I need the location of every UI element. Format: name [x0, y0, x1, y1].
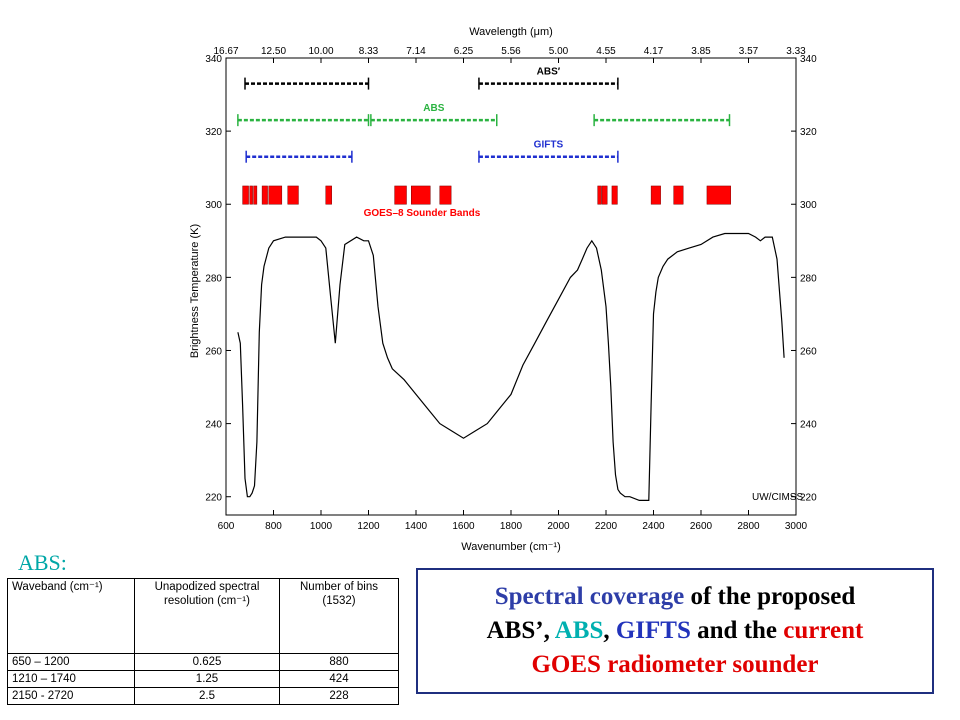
caption-part: and the — [690, 617, 784, 644]
y2-tick-label: 260 — [800, 346, 817, 357]
goes-band — [268, 185, 283, 205]
y-axis-label: Brightness Temperature (K) — [189, 224, 201, 358]
caption-part: of the proposed — [684, 583, 856, 610]
y-tick-label: 260 — [205, 346, 222, 357]
caption-part: ABS’, — [486, 617, 555, 644]
goes-band — [673, 185, 684, 205]
x-tick-label: 1800 — [500, 521, 523, 532]
coverage-label: ABS — [423, 103, 444, 114]
x-tick-label: 2400 — [642, 521, 665, 532]
goes-band — [601, 185, 608, 205]
y2-tick-label: 240 — [800, 420, 817, 431]
x2-tick-label: 4.17 — [644, 46, 664, 57]
x2-tick-label: 7.14 — [406, 46, 426, 57]
y2-tick-label: 300 — [800, 200, 817, 211]
x2-tick-label: 5.56 — [501, 46, 521, 57]
table-row: 1210 – 1740 1.25 424 — [7, 670, 399, 688]
coverage-label: ABS′ — [537, 67, 561, 78]
caption-part: , — [603, 617, 616, 644]
y2-tick-label: 280 — [800, 273, 817, 284]
x-tick-label: 1400 — [405, 521, 428, 532]
goes-band — [242, 185, 249, 205]
coverage-label: GIFTS — [534, 140, 564, 151]
abs-table: Waveband (cm⁻¹) Unapodized spectral reso… — [7, 578, 399, 705]
x2-tick-label: 3.85 — [691, 46, 711, 57]
abs-table-header-row: Waveband (cm⁻¹) Unapodized spectral reso… — [7, 578, 399, 654]
goes-band — [325, 185, 332, 205]
abs-table-cell: 0.625 — [134, 653, 280, 671]
y-tick-label: 300 — [205, 200, 222, 211]
y2-tick-label: 320 — [800, 127, 817, 138]
goes-band — [597, 185, 602, 205]
goes-band — [411, 185, 431, 205]
goes-band — [249, 185, 253, 205]
abs-table-cell: 228 — [279, 687, 399, 705]
x2-tick-label: 4.55 — [596, 46, 616, 57]
chart-marks: 600 800 1000 1200 1400 1600 1800 2000 2200 2400 26… — [205, 46, 817, 532]
abs-table-cell: 424 — [279, 670, 399, 688]
abs-table-cell: 880 — [279, 653, 399, 671]
caption-part: GIFTS — [615, 617, 691, 644]
abs-table-header: Unapodized spectral resolution (cm⁻¹) — [134, 578, 280, 654]
spectral-chart: 600 800 1000 1200 1400 1600 1800 2000 2200 2400 26… — [189, 26, 817, 553]
x2-tick-label: 3.33 — [786, 46, 806, 57]
caption-text: Spectral coverage of the proposed ABS’, … — [487, 580, 864, 682]
caption-part: ABS — [554, 617, 604, 644]
goes-band — [261, 185, 268, 205]
y-tick-label: 280 — [205, 273, 222, 284]
x2-tick-label: 10.00 — [308, 46, 333, 57]
abs-table-cell: 2150 - 2720 — [7, 687, 135, 705]
y2-tick-label: 220 — [800, 493, 817, 504]
goes-band — [439, 185, 452, 205]
abs-table-header: Number of bins (1532) — [279, 578, 399, 654]
caption-part: Spectral coverage — [494, 583, 685, 610]
abs-table-cell: 2.5 — [134, 687, 280, 705]
goes-band — [650, 185, 661, 205]
abs-table-cell: 1210 – 1740 — [7, 670, 135, 688]
y-tick-label: 340 — [205, 54, 222, 65]
plot-frame — [225, 57, 797, 516]
x-tick-label: 3000 — [785, 521, 808, 532]
y-tick-label: 240 — [205, 420, 222, 431]
x-tick-label: 1000 — [310, 521, 333, 532]
x2-tick-label: 5.00 — [549, 46, 569, 57]
table-row: 2150 - 2720 2.5 228 — [7, 687, 399, 705]
x-tick-label: 1600 — [452, 521, 475, 532]
caption-part: GOES radiometer sounder — [531, 651, 819, 678]
chart-annotation: UW/CIMSS — [752, 492, 803, 503]
x2-tick-label: 16.67 — [213, 46, 238, 57]
y-tick-label: 220 — [205, 493, 222, 504]
goes-band — [394, 185, 407, 205]
x2-tick-label: 6.25 — [454, 46, 474, 57]
x-tick-label: 2800 — [737, 521, 760, 532]
x-tick-label: 2600 — [690, 521, 713, 532]
abs-heading: ABS: — [18, 550, 67, 575]
x-tick-label: 2000 — [547, 521, 570, 532]
abs-table-header: Waveband (cm⁻¹) — [7, 578, 135, 654]
x-tick-label: 1200 — [357, 521, 380, 532]
goes-band — [611, 185, 618, 205]
x-tick-label: 2200 — [595, 521, 618, 532]
spectrum-line — [237, 232, 785, 501]
y-tick-label: 320 — [205, 127, 222, 138]
x-axis-label: Wavenumber (cm⁻¹) — [461, 541, 561, 553]
goes-band — [706, 185, 731, 205]
x2-axis-label: Wavelength (μm) — [469, 26, 553, 38]
goes-label: GOES–8 Sounder Bands — [364, 208, 481, 219]
x-tick-label: 800 — [265, 521, 282, 532]
table-row: 650 – 1200 0.625 880 — [7, 653, 399, 671]
goes-band — [253, 185, 258, 205]
x2-tick-label: 3.57 — [739, 46, 759, 57]
y2-tick-label: 340 — [800, 54, 817, 65]
caption-box: Spectral coverage of the proposed ABS’, … — [416, 568, 934, 694]
x2-tick-label: 8.33 — [359, 46, 379, 57]
abs-table-cell: 650 – 1200 — [7, 653, 135, 671]
goes-band — [287, 185, 299, 205]
x-tick-label: 600 — [218, 521, 235, 532]
x2-tick-label: 12.50 — [261, 46, 286, 57]
abs-table-cell: 1.25 — [134, 670, 280, 688]
caption-part: current — [783, 617, 864, 644]
